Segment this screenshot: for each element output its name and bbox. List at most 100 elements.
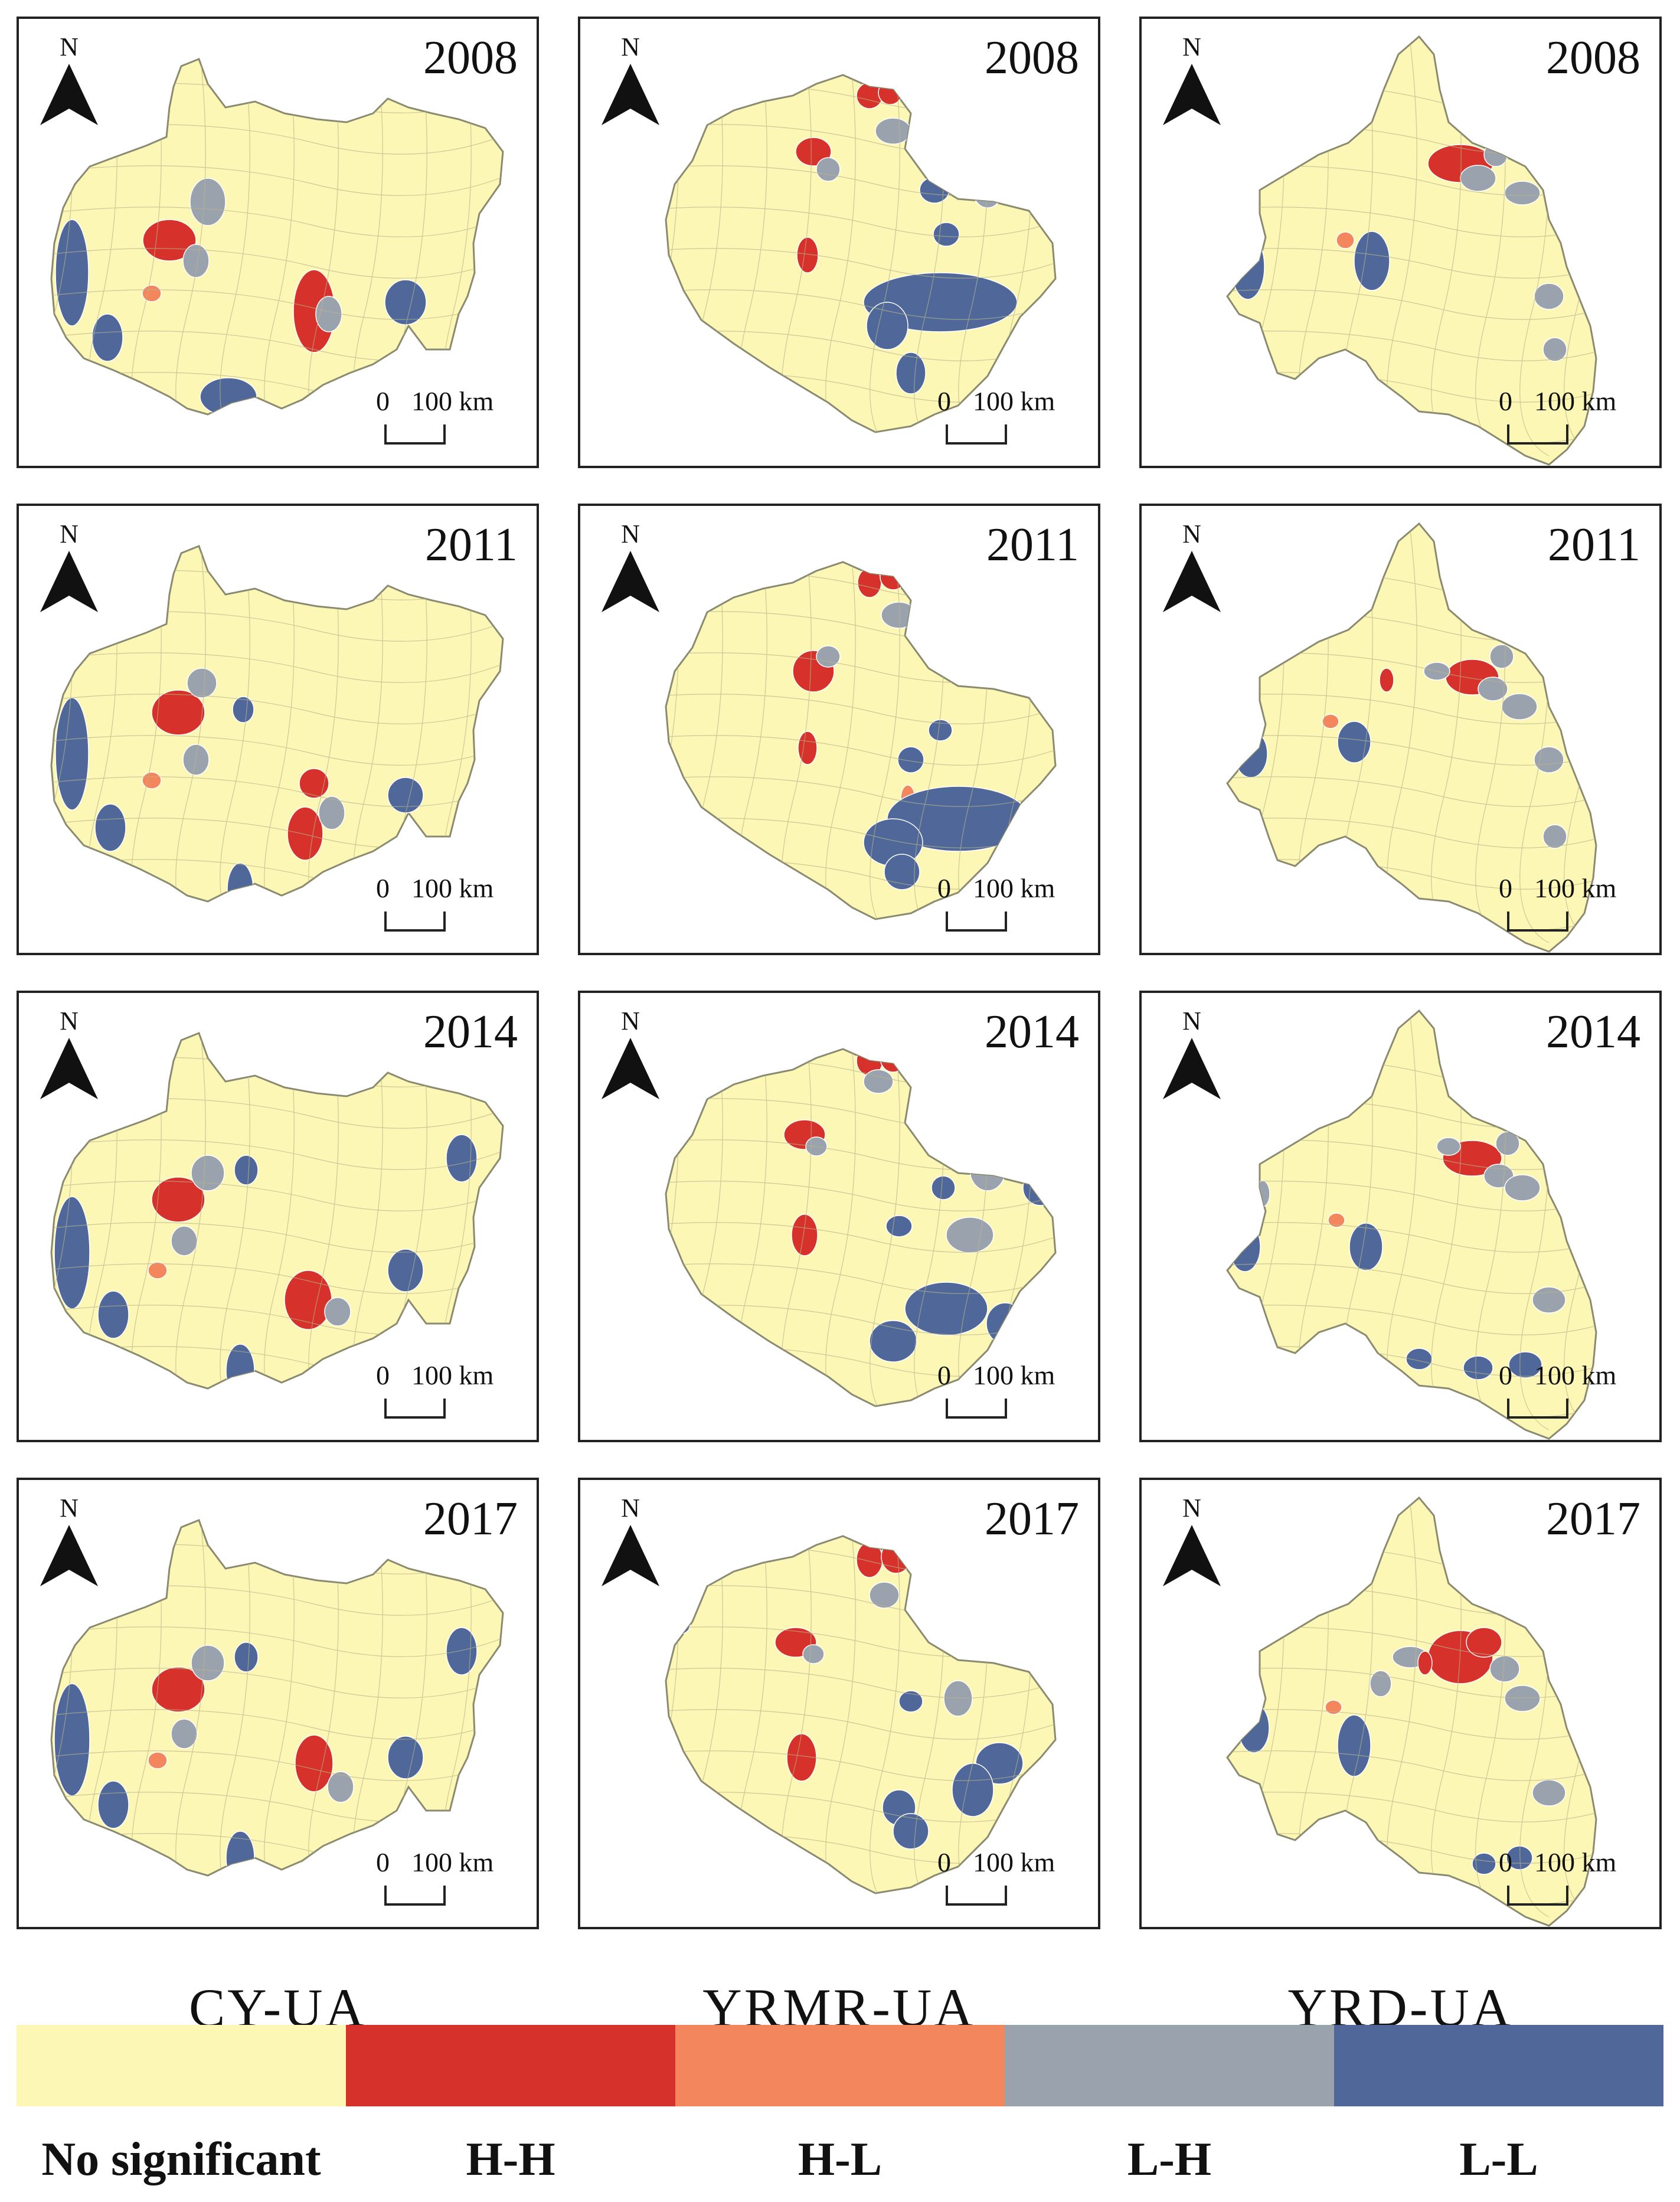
cluster-hh bbox=[151, 1177, 205, 1223]
region-outline bbox=[50, 1032, 504, 1390]
cluster-hh bbox=[284, 1270, 332, 1330]
cluster-lh bbox=[318, 796, 345, 830]
north-label: N bbox=[60, 32, 79, 61]
cluster-ll bbox=[54, 1196, 90, 1309]
cluster-lh bbox=[182, 244, 210, 278]
north-label: N bbox=[621, 1007, 640, 1035]
region-outline bbox=[50, 1519, 504, 1877]
choropleth-map bbox=[50, 58, 504, 416]
scale-zero-label: 0 bbox=[376, 1847, 390, 1877]
cluster-lh bbox=[1534, 746, 1564, 773]
north-label: N bbox=[621, 520, 640, 548]
legend-label-lh: L-H bbox=[1127, 2134, 1212, 2185]
cluster-ll bbox=[446, 1134, 478, 1182]
region-outline bbox=[50, 545, 504, 903]
cluster-ll bbox=[387, 777, 424, 814]
map-panel-cy-2017: N 2017 0 100 km bbox=[17, 1478, 539, 1929]
legend-swatch-no-significant bbox=[17, 2025, 346, 2106]
cluster-ll bbox=[928, 719, 953, 741]
north-arrow-icon: N bbox=[598, 1008, 663, 1108]
year-label: 2008 bbox=[985, 32, 1079, 84]
cluster-hl bbox=[1322, 714, 1339, 729]
scale-bar: 0 100 km bbox=[372, 388, 508, 453]
scale-zero-label: 0 bbox=[376, 873, 390, 903]
scale-zero-label: 0 bbox=[1499, 1847, 1512, 1877]
cluster-ll bbox=[97, 1291, 129, 1339]
region-outline bbox=[1226, 35, 1597, 466]
cluster-ll bbox=[884, 854, 920, 890]
cluster-ll bbox=[933, 222, 960, 247]
cluster-ll bbox=[1508, 1351, 1542, 1378]
north-arrow-icon: N bbox=[37, 1495, 102, 1595]
cluster-lh bbox=[816, 157, 841, 182]
cluster-ll bbox=[931, 1175, 956, 1200]
cluster-lh bbox=[1532, 1286, 1566, 1314]
cluster-lh bbox=[1542, 337, 1567, 362]
cluster-lh bbox=[875, 117, 911, 145]
cluster-hl bbox=[1336, 231, 1355, 249]
region-outline bbox=[665, 1048, 1057, 1407]
cluster-ll bbox=[1337, 721, 1371, 763]
cluster-hh bbox=[142, 219, 197, 262]
cluster-hh bbox=[796, 237, 819, 273]
scale-bar: 0 100 km bbox=[934, 875, 1070, 940]
cluster-lh bbox=[1504, 181, 1541, 205]
north-label: N bbox=[60, 1007, 79, 1035]
north-label: N bbox=[1182, 520, 1201, 548]
cluster-lh bbox=[171, 1226, 198, 1256]
cluster-lh bbox=[1534, 283, 1564, 310]
map-panel-yrmr-2014: N 2014 0 100 km bbox=[578, 991, 1100, 1442]
cluster-ll bbox=[1463, 1355, 1493, 1380]
cluster-lh bbox=[324, 1297, 351, 1327]
scale-bar: 0 100 km bbox=[372, 1362, 508, 1427]
cluster-hh bbox=[1466, 1627, 1502, 1658]
cluster-hh bbox=[797, 731, 818, 765]
cluster-lh bbox=[171, 1719, 198, 1749]
cluster-ll bbox=[897, 746, 924, 773]
north-arrow-icon: N bbox=[598, 34, 663, 134]
region-outline bbox=[1226, 1009, 1597, 1440]
cluster-lh bbox=[1504, 1685, 1541, 1712]
cluster-lh bbox=[1501, 693, 1538, 720]
scale-bar-line bbox=[384, 424, 446, 445]
scale-bar-line bbox=[946, 424, 1007, 445]
map-panel-yrd-2017: N 2017 0 100 km bbox=[1139, 1478, 1662, 1929]
north-label: N bbox=[1182, 32, 1201, 61]
year-label: 2017 bbox=[985, 1493, 1079, 1545]
year-label: 2008 bbox=[1546, 32, 1640, 84]
legend-swatch-hh bbox=[346, 2025, 675, 2106]
cluster-ll bbox=[227, 862, 254, 901]
cluster-lh bbox=[327, 1771, 354, 1803]
scale-bar: 0 100 km bbox=[1495, 875, 1631, 940]
scale-distance-label: 100 km bbox=[1534, 1847, 1617, 1877]
year-label: 2011 bbox=[424, 519, 518, 571]
choropleth-map bbox=[665, 561, 1057, 920]
cluster-hl bbox=[1325, 1700, 1342, 1715]
map-panel-cy-2011: N 2011 0 100 km bbox=[17, 504, 539, 955]
cluster-ll bbox=[1506, 1845, 1533, 1870]
legend-label-hl: H-L bbox=[797, 2134, 883, 2185]
year-label: 2017 bbox=[1546, 1493, 1640, 1545]
cluster-ll bbox=[898, 1690, 923, 1713]
scale-distance-label: 100 km bbox=[1534, 386, 1617, 416]
scale-distance-label: 100 km bbox=[1534, 873, 1617, 903]
year-label: 2011 bbox=[1547, 519, 1640, 571]
cluster-hl bbox=[148, 1262, 168, 1279]
scale-bar: 0 100 km bbox=[1495, 1849, 1631, 1914]
map-panel-cy-2014: N 2014 0 100 km bbox=[17, 991, 539, 1442]
north-label: N bbox=[1182, 1007, 1201, 1035]
cluster-lh bbox=[1460, 165, 1496, 192]
scale-bar: 0 100 km bbox=[934, 1849, 1070, 1914]
north-arrow-icon: N bbox=[598, 521, 663, 621]
cluster-lh bbox=[943, 1680, 973, 1717]
legend-color-bar bbox=[17, 2025, 1663, 2106]
cluster-lh bbox=[1370, 1670, 1392, 1697]
cluster-lh bbox=[1489, 644, 1514, 669]
cluster-lh bbox=[730, 562, 749, 571]
map-panel-yrmr-2011: N 2011 0 100 km bbox=[578, 504, 1100, 955]
scale-distance-label: 100 km bbox=[411, 386, 494, 416]
scale-zero-label: 0 bbox=[937, 386, 951, 416]
cluster-ll bbox=[1234, 730, 1268, 778]
scale-zero-label: 0 bbox=[937, 1360, 951, 1390]
scale-zero-label: 0 bbox=[1499, 1360, 1512, 1390]
